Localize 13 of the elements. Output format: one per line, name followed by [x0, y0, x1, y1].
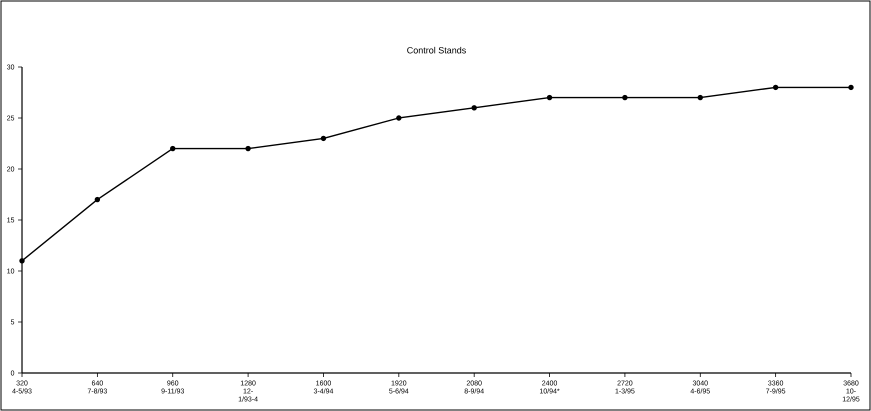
point [622, 94, 628, 100]
point [245, 146, 251, 152]
point [546, 94, 552, 100]
point [320, 136, 326, 142]
point [396, 115, 402, 121]
point [471, 105, 477, 110]
point [772, 84, 778, 90]
point [94, 196, 100, 202]
point [170, 146, 176, 152]
point [19, 258, 25, 264]
chart-title: Control Stands [407, 46, 466, 54]
point [848, 84, 854, 90]
point [698, 94, 703, 100]
